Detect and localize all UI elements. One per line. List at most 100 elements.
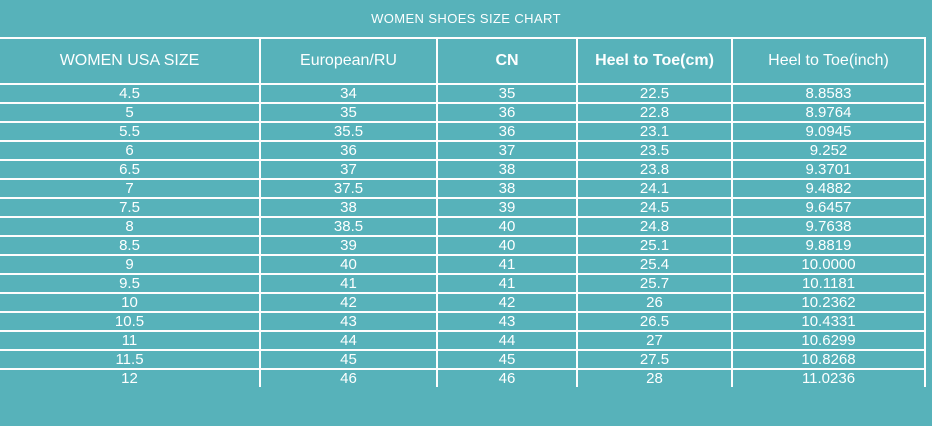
table-cell: 9.6457	[731, 197, 926, 218]
table-cell: 7.5	[0, 197, 261, 218]
table-cell: 23.5	[576, 140, 733, 161]
table-cell: 10.8268	[731, 349, 926, 370]
table-cell: 44	[436, 330, 578, 351]
table-row: 12 46 46 28 11.0236	[0, 368, 926, 387]
table-cell: 25.7	[576, 273, 733, 294]
table-cell: 24.8	[576, 216, 733, 237]
table-cell: 24.1	[576, 178, 733, 199]
col-header-heel-to-toe-cm: Heel to Toe(cm)	[576, 37, 733, 85]
table-cell: 41	[436, 273, 578, 294]
table-cell: 42	[259, 292, 438, 313]
table-cell: 45	[259, 349, 438, 370]
table-cell: 5	[0, 102, 261, 123]
table-cell: 38	[436, 178, 578, 199]
header-row: WOMEN USA SIZE European/RU CN Heel to To…	[0, 37, 926, 85]
size-table: WOMEN USA SIZE European/RU CN Heel to To…	[0, 37, 926, 387]
table-cell: 23.8	[576, 159, 733, 180]
table-cell: 43	[259, 311, 438, 332]
table-cell: 22.5	[576, 83, 733, 104]
table-cell: 46	[259, 368, 438, 387]
table-cell: 38	[436, 159, 578, 180]
table-cell: 35	[436, 83, 578, 104]
table-cell: 9.5	[0, 273, 261, 294]
table-cell: 8.9764	[731, 102, 926, 123]
table-cell: 37	[436, 140, 578, 161]
table-cell: 22.8	[576, 102, 733, 123]
table-cell: 35.5	[259, 121, 438, 142]
table-cell: 11.5	[0, 349, 261, 370]
table-cell: 9	[0, 254, 261, 275]
table-cell: 36	[436, 102, 578, 123]
table-row: 4.5 34 35 22.5 8.8583	[0, 83, 926, 104]
table-cell: 23.1	[576, 121, 733, 142]
table-row: 7 37.5 38 24.1 9.4882	[0, 178, 926, 199]
table-cell: 6	[0, 140, 261, 161]
table-cell: 8	[0, 216, 261, 237]
table-cell: 6.5	[0, 159, 261, 180]
table-row: 8.5 39 40 25.1 9.8819	[0, 235, 926, 256]
table-cell: 41	[259, 273, 438, 294]
table-cell: 10.0000	[731, 254, 926, 275]
col-header-heel-to-toe-inch: Heel to Toe(inch)	[731, 37, 926, 85]
table-row: 9 40 41 25.4 10.0000	[0, 254, 926, 275]
table-row: 10 42 42 26 10.2362	[0, 292, 926, 313]
table-cell: 8.5	[0, 235, 261, 256]
table-cell: 10.4331	[731, 311, 926, 332]
table-cell: 11	[0, 330, 261, 351]
table-cell: 40	[436, 216, 578, 237]
table-cell: 26	[576, 292, 733, 313]
table-cell: 42	[436, 292, 578, 313]
table-cell: 39	[436, 197, 578, 218]
col-header-women-usa-size: WOMEN USA SIZE	[0, 37, 261, 85]
table-cell: 38	[259, 197, 438, 218]
table-cell: 24.5	[576, 197, 733, 218]
table-row: 10.5 43 43 26.5 10.4331	[0, 311, 926, 332]
table-cell: 8.8583	[731, 83, 926, 104]
table-cell: 40	[259, 254, 438, 275]
chart-title: WOMEN SHOES SIZE CHART	[371, 11, 561, 26]
table-cell: 40	[436, 235, 578, 256]
table-cell: 27	[576, 330, 733, 351]
table-row: 8 38.5 40 24.8 9.7638	[0, 216, 926, 237]
table-cell: 7	[0, 178, 261, 199]
table-cell: 41	[436, 254, 578, 275]
table-row: 11.5 45 45 27.5 10.8268	[0, 349, 926, 370]
table-cell: 36	[436, 121, 578, 142]
table-row: 5.5 35.5 36 23.1 9.0945	[0, 121, 926, 142]
table-cell: 9.3701	[731, 159, 926, 180]
table-cell: 38.5	[259, 216, 438, 237]
col-header-european-ru: European/RU	[259, 37, 438, 85]
table-cell: 10.6299	[731, 330, 926, 351]
table-cell: 39	[259, 235, 438, 256]
table-cell: 9.0945	[731, 121, 926, 142]
col-header-cn: CN	[436, 37, 578, 85]
table-cell: 10.5	[0, 311, 261, 332]
table-row: 5 35 36 22.8 8.9764	[0, 102, 926, 123]
table-cell: 26.5	[576, 311, 733, 332]
table-row: 7.5 38 39 24.5 9.6457	[0, 197, 926, 218]
table-cell: 37.5	[259, 178, 438, 199]
table-cell: 5.5	[0, 121, 261, 142]
table-cell: 37	[259, 159, 438, 180]
table-cell: 9.4882	[731, 178, 926, 199]
table-cell: 9.7638	[731, 216, 926, 237]
table-row: 9.5 41 41 25.7 10.1181	[0, 273, 926, 294]
table-cell: 4.5	[0, 83, 261, 104]
table-cell: 10.2362	[731, 292, 926, 313]
table-row: 6 36 37 23.5 9.252	[0, 140, 926, 161]
table-cell: 27.5	[576, 349, 733, 370]
table-cell: 44	[259, 330, 438, 351]
table-cell: 25.4	[576, 254, 733, 275]
table-cell: 45	[436, 349, 578, 370]
table-cell: 10.1181	[731, 273, 926, 294]
table-cell: 10	[0, 292, 261, 313]
table-cell: 36	[259, 140, 438, 161]
table-cell: 12	[0, 368, 261, 387]
table-cell: 11.0236	[731, 368, 926, 387]
table-cell: 46	[436, 368, 578, 387]
table-cell: 25.1	[576, 235, 733, 256]
table-cell: 43	[436, 311, 578, 332]
table-row: 11 44 44 27 10.6299	[0, 330, 926, 351]
table-cell: 9.8819	[731, 235, 926, 256]
